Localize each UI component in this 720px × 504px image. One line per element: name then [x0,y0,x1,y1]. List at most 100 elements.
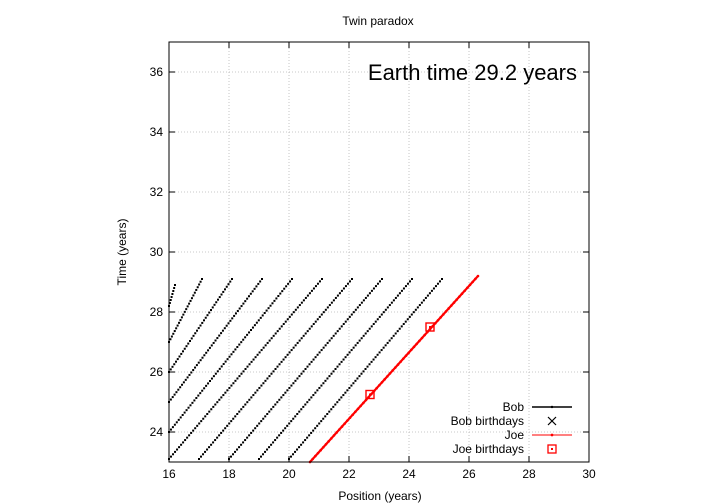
bob-point [338,363,341,366]
bob-point [372,287,375,290]
bob-point [174,284,176,286]
bob-point [176,358,179,361]
bob-point [304,439,307,442]
joe-point [471,280,474,284]
bob-point [272,405,275,408]
bob-point [244,368,247,370]
bob-point [271,302,274,305]
bob-point [247,295,250,298]
bob-point [230,455,233,458]
legend-swatch-joe-birthdays [547,444,557,454]
bob-point [366,365,369,368]
bob-point [370,360,373,363]
bob-point [173,330,176,333]
bob-point [402,323,405,325]
bob-point [216,436,219,439]
legend-swatch-joe-dot [550,433,554,437]
bob-point [326,341,329,344]
bob-point [220,365,223,368]
joe-point [394,366,397,369]
bob-point [179,319,182,322]
bob-point [292,453,295,456]
bob-point [370,325,373,328]
bob-point [257,282,260,285]
bob-point [346,389,349,392]
bob-point [282,358,285,361]
joe-point [402,357,405,360]
bob-point [350,384,353,387]
bob-point [328,375,331,378]
bob-point [238,343,241,346]
bob-point [378,280,381,283]
bob-point [208,311,211,314]
bob-point [261,278,263,280]
legend-label-bob: Bob [503,400,525,414]
bob-point [217,298,219,301]
bob-point [213,303,216,306]
bob-point [244,439,247,442]
bob-point [172,290,175,292]
bob-point [306,436,309,439]
bob-point [336,365,339,368]
bob-point [388,339,391,342]
bob-point [175,360,177,363]
bob-point [190,431,193,434]
bob-point [258,458,260,460]
bob-point [169,368,172,371]
bob-point [346,353,349,356]
bob-point [338,327,341,330]
bob-point [362,370,365,373]
bob-worldlines [168,278,443,460]
bob-point [230,353,233,356]
bob-point [414,308,417,311]
bob-point [220,293,223,296]
bob-point [218,334,221,337]
bob-point [246,436,249,439]
bob-point [342,323,345,325]
bob-point [314,320,317,323]
bob-point [394,296,397,299]
bob-point [308,363,311,366]
bob-point [268,410,271,413]
bob-point [244,336,247,339]
bob-point [173,363,176,366]
bob-point [208,446,211,449]
bob-point [308,292,311,295]
bob-point [195,397,198,399]
bob-point [402,287,405,290]
bob-point [190,371,193,374]
bob-point [242,338,245,341]
joe-point [391,369,394,372]
bob-point [356,306,359,309]
bob-point [172,332,175,335]
bob-point [250,431,253,434]
bob-point [244,403,247,406]
bob-point [269,304,272,307]
bob-point [198,458,200,460]
legend: Bob Bob birthdays Joe Joe birthdays [451,400,572,456]
bob-point [225,324,228,327]
bob-point [282,429,285,432]
joe-point [343,422,346,425]
joe-point [444,310,448,313]
bob-point [404,320,407,323]
bob-point [228,355,231,358]
bob-point [182,313,185,316]
bob-point [174,450,177,453]
joe-point [458,295,461,298]
bob-point [332,405,335,408]
bob-worldline-2 [168,278,233,373]
bob-point [194,366,197,369]
bob-point [170,335,173,338]
bob-point [294,308,297,311]
bob-point [201,389,204,392]
joe-point [455,298,458,301]
bob-point [238,446,241,449]
bob-point [253,287,256,290]
bob-point [194,332,197,335]
bob-point [189,299,192,302]
bob-point [388,304,391,307]
bob-point [318,422,321,425]
bob-point [231,317,234,320]
y-tick-label: 34 [150,125,164,139]
